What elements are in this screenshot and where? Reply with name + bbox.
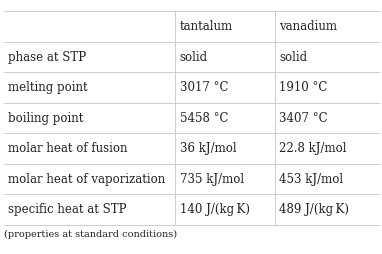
Text: 735 kJ/mol: 735 kJ/mol <box>180 172 244 186</box>
Text: 3017 °C: 3017 °C <box>180 81 228 94</box>
Text: 36 kJ/mol: 36 kJ/mol <box>180 142 236 155</box>
Text: molar heat of fusion: molar heat of fusion <box>8 142 128 155</box>
Text: 453 kJ/mol: 453 kJ/mol <box>279 172 343 186</box>
Text: solid: solid <box>180 51 208 64</box>
Text: solid: solid <box>279 51 308 64</box>
Text: molar heat of vaporization: molar heat of vaporization <box>8 172 166 186</box>
Text: melting point: melting point <box>8 81 88 94</box>
Text: 3407 °C: 3407 °C <box>279 112 328 125</box>
Text: 489 J/(kg K): 489 J/(kg K) <box>279 203 349 216</box>
Text: vanadium: vanadium <box>279 20 337 33</box>
Text: 5458 °C: 5458 °C <box>180 112 228 125</box>
Text: tantalum: tantalum <box>180 20 233 33</box>
Text: 22.8 kJ/mol: 22.8 kJ/mol <box>279 142 347 155</box>
Text: (properties at standard conditions): (properties at standard conditions) <box>4 230 177 239</box>
Text: specific heat at STP: specific heat at STP <box>8 203 127 216</box>
Text: 1910 °C: 1910 °C <box>279 81 328 94</box>
Text: 140 J/(kg K): 140 J/(kg K) <box>180 203 249 216</box>
Text: phase at STP: phase at STP <box>8 51 87 64</box>
Text: boiling point: boiling point <box>8 112 84 125</box>
